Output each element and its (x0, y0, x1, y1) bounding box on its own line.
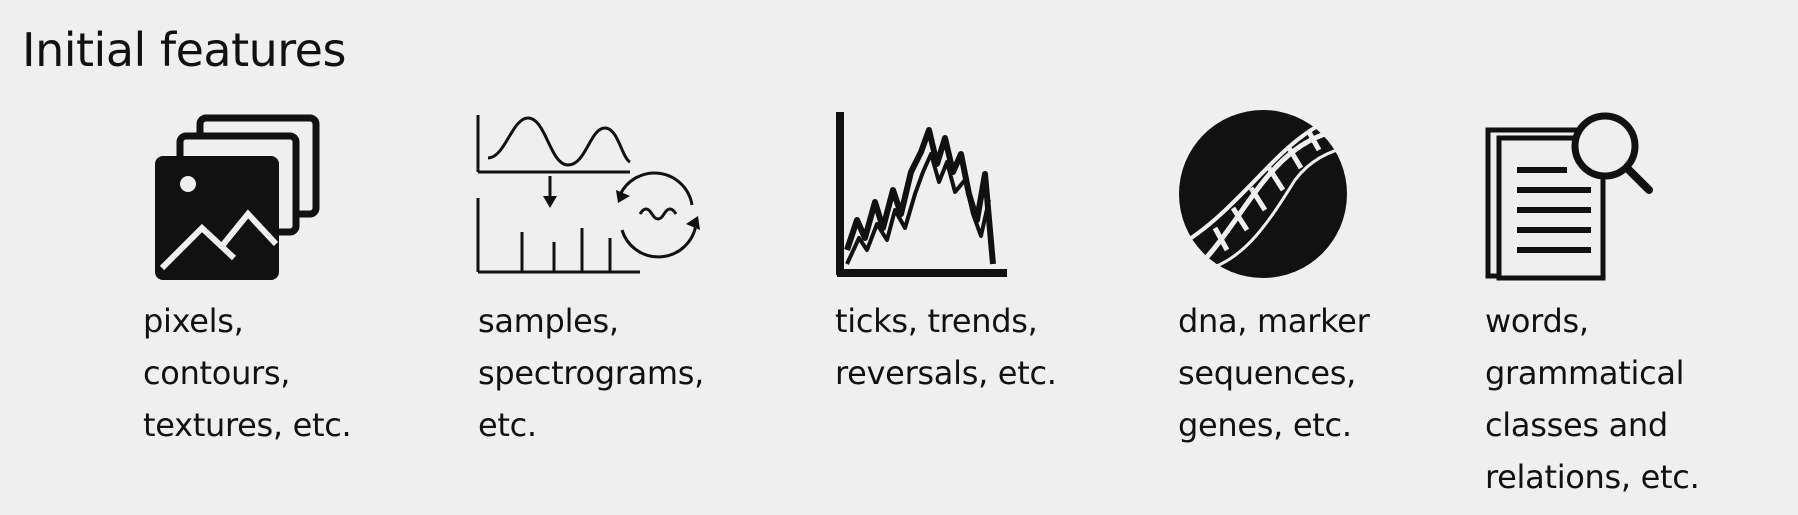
caption-dna: dna, marker sequences, genes, etc. (1178, 302, 1370, 444)
feature-stock: ticks, trends, reversals, etc. (835, 110, 1135, 392)
feature-document: words, grammatical classes and relations… (1485, 110, 1785, 496)
caption-document: words, grammatical classes and relations… (1485, 302, 1700, 496)
stock-chart-icon (836, 112, 1007, 277)
caption-audio: samples, spectrograms, etc. (478, 302, 705, 444)
images-stack-icon (155, 114, 320, 280)
audio-signal-icon (476, 115, 700, 274)
document-search-icon (1485, 112, 1653, 281)
feature-dna: dna, marker sequences, genes, etc. (1175, 110, 1475, 444)
page-title: Initial features (22, 23, 346, 77)
dna-helix-icon (1179, 110, 1354, 278)
caption-images: pixels, contours, textures, etc. (143, 302, 352, 444)
feature-audio: samples, spectrograms, etc. (470, 110, 770, 444)
feature-images: pixels, contours, textures, etc. (143, 110, 450, 444)
caption-stock: ticks, trends, reversals, etc. (835, 302, 1057, 392)
